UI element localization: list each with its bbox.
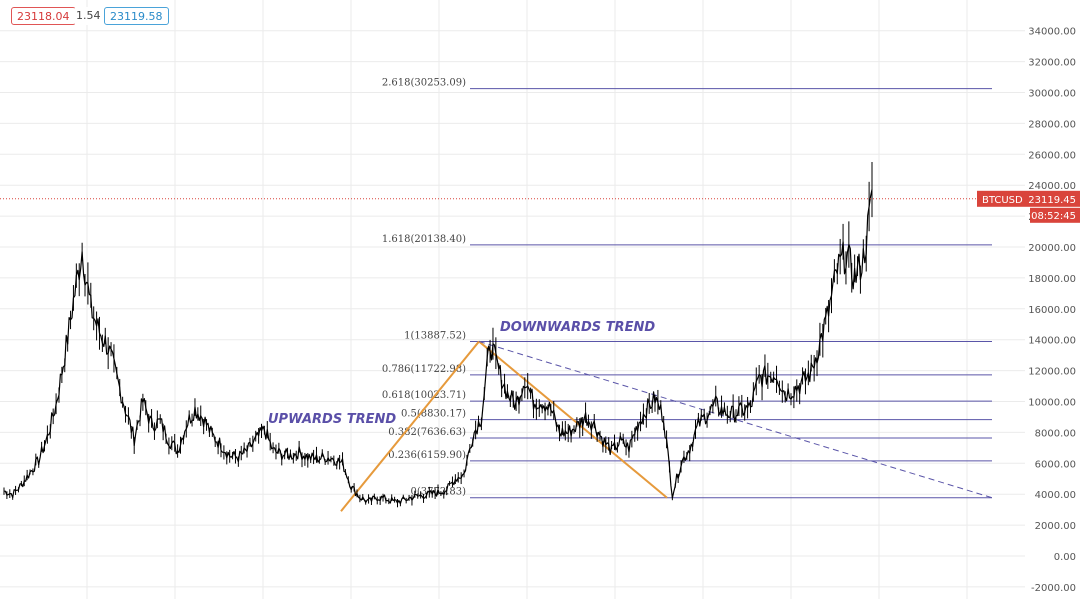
price-tick-label: 24000.00 bbox=[1028, 181, 1076, 192]
trend-lines[interactable] bbox=[340, 340, 993, 512]
fib-level-label: 0.5(8830.17) bbox=[401, 409, 466, 420]
price-tick-label: 16000.00 bbox=[1028, 305, 1076, 316]
candle-countdown: 08:52:45 bbox=[1031, 211, 1076, 222]
trend-annotation: UPWARDS TREND bbox=[268, 412, 396, 427]
spread-value: 1.54 bbox=[74, 7, 103, 25]
trend-line[interactable] bbox=[340, 340, 480, 512]
price-tick-label: 6000.00 bbox=[1035, 459, 1076, 470]
last-price-tag: BTCUSD 23119.45 08:52:45 bbox=[0, 190, 1080, 223]
fib-level-label: 2.618(30253.09) bbox=[382, 78, 466, 89]
bid-price-badge[interactable]: 23118.04 bbox=[11, 7, 76, 25]
countdown-tag-bg bbox=[1030, 207, 1080, 223]
fib-level-label: 0.618(10023.71) bbox=[382, 390, 466, 401]
price-tick-label: 10000.00 bbox=[1028, 398, 1076, 409]
trend-annotation: DOWNWARDS TREND bbox=[500, 320, 655, 335]
price-tick-label: 28000.00 bbox=[1028, 119, 1076, 130]
price-tick-label: 34000.00 bbox=[1028, 27, 1076, 38]
price-tick-label: 32000.00 bbox=[1028, 58, 1076, 69]
last-price-label: 23119.45 bbox=[1028, 195, 1076, 206]
annotations: UPWARDS TREND DOWNWARDS TREND bbox=[268, 320, 655, 427]
price-tick-label: 14000.00 bbox=[1028, 336, 1076, 347]
price-tick-label: -2000.00 bbox=[1031, 583, 1076, 594]
price-tick-label: 26000.00 bbox=[1028, 150, 1076, 161]
symbol-label: BTCUSD bbox=[982, 195, 1023, 206]
price-axis: -2000.00 0.00 2000.00 4000.00 6000.00 8000.00… bbox=[1028, 27, 1076, 594]
price-tick-label: 0.00 bbox=[1054, 552, 1076, 563]
fib-level-label: 0.786(11722.98) bbox=[382, 364, 466, 375]
price-tick-label: 20000.00 bbox=[1028, 243, 1076, 254]
grid bbox=[0, 0, 1025, 599]
price-tick-label: 8000.00 bbox=[1035, 428, 1076, 439]
trend-line[interactable] bbox=[478, 340, 668, 499]
fib-level-label: 1.618(20138.40) bbox=[382, 234, 466, 245]
price-tick-label: 12000.00 bbox=[1028, 367, 1076, 378]
fib-level-label: 0.382(7636.63) bbox=[388, 427, 466, 438]
price-tick-label: 30000.00 bbox=[1028, 89, 1076, 100]
price-tick-label: 4000.00 bbox=[1035, 490, 1076, 501]
price-series bbox=[3, 161, 873, 508]
price-tick-label: 18000.00 bbox=[1028, 274, 1076, 285]
price-tick-label: 2000.00 bbox=[1035, 521, 1076, 532]
ask-price-badge[interactable]: 23119.58 bbox=[104, 7, 169, 25]
fib-level-label: 1(13887.52) bbox=[404, 330, 466, 341]
last-price-tag-bg bbox=[977, 190, 1080, 207]
fib-level-label: 0.236(6159.90) bbox=[388, 450, 466, 461]
